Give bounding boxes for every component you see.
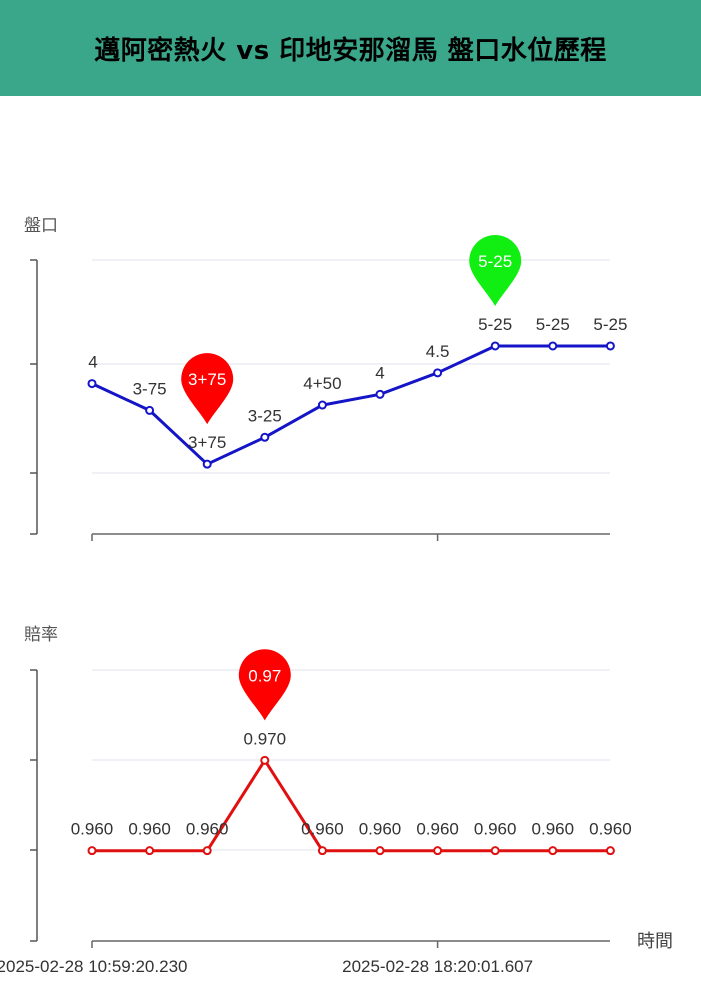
data-point [490,846,500,856]
x-tick-label: 2025-02-28 18:20:01.607 [342,957,533,976]
data-label: 0.960 [589,820,632,839]
y-axis-label: 賠率 [24,625,58,644]
data-label: 0.960 [186,820,229,839]
data-label: 0.960 [301,820,344,839]
data-point [317,400,327,410]
data-point [605,341,615,351]
highlight-marker [469,234,522,306]
data-point [202,459,212,469]
data-label: 5-25 [478,315,512,334]
data-point [375,846,385,856]
data-point [548,341,558,351]
data-point [145,405,155,415]
data-label: 0.960 [71,820,114,839]
data-point [433,368,443,378]
series-line [91,344,611,466]
data-label: 5-25 [593,315,627,334]
data-label: 0.960 [532,820,575,839]
y-axis-label: 盤口 [24,216,58,235]
data-point [317,846,327,856]
data-label: 4 [88,353,97,372]
page-header: 邁阿密熱火 vs 印地安那溜馬 盤口水位歷程 [0,0,701,96]
data-point [548,846,558,856]
page-title: 邁阿密熱火 vs 印地安那溜馬 盤口水位歷程 [94,35,607,66]
data-label: 4+50 [303,374,341,393]
data-label: 5-25 [536,315,570,334]
data-point [260,432,270,442]
data-point [260,755,270,765]
x-axis-label: 時間 [637,931,673,951]
data-point [433,846,443,856]
data-point [375,389,385,399]
highlight-marker [238,649,291,721]
data-point [490,341,500,351]
data-label: 0.960 [359,820,402,839]
data-label: 0.960 [474,820,517,839]
history-chart: 盤口 4 3-75 3+75 3-25 4+50 4 4.5 5-25 5-25 5-25 3+75 5… [0,216,673,976]
data-point [87,379,97,389]
x-tick-label: 2025-02-28 10:59:20.230 [0,957,187,976]
data-point [145,846,155,856]
data-point [202,846,212,856]
data-label: 0.960 [416,820,459,839]
data-label: 3-25 [248,406,282,425]
marker-label: 5-25 [478,252,512,271]
data-label: 4 [375,363,384,382]
data-label: 4.5 [426,342,450,361]
data-label: 0.970 [244,729,287,748]
series-line [92,758,611,853]
marker-label: 3+75 [188,370,226,389]
data-label: 0.960 [128,820,171,839]
data-label: 3-75 [133,379,167,398]
data-point [87,846,97,856]
data-point [605,846,615,856]
data-label: 3+75 [188,433,226,452]
highlight-marker [181,353,234,425]
marker-label: 0.97 [248,666,281,685]
